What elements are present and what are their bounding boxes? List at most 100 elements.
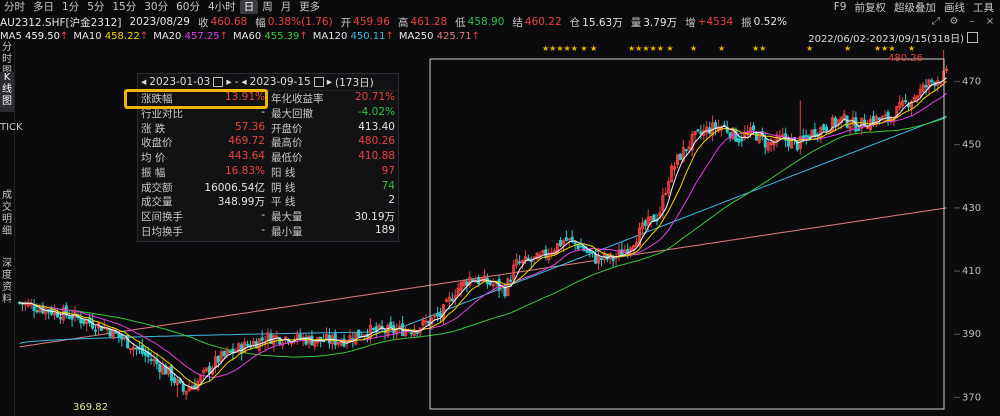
period-tab-1min[interactable]: 1分 — [62, 1, 80, 13]
candle-body — [599, 257, 603, 260]
date-range-text: 2022/06/02-2023/09/15(318日) — [808, 34, 964, 45]
expand-icon[interactable]: ⤢ — [932, 15, 940, 27]
candle-body — [915, 95, 919, 100]
event-markers-4[interactable]: ★ — [690, 44, 698, 53]
sidebar-tab-trades[interactable]: 成交明细 — [2, 190, 12, 237]
candle-body — [32, 305, 36, 311]
candle-body — [222, 350, 226, 356]
period-tab-multiday[interactable]: 多日 — [33, 1, 54, 13]
period-tab-4hour[interactable]: 4小时 — [208, 1, 236, 13]
period-tab-week[interactable]: 周 — [262, 1, 273, 13]
close-icon[interactable]: × — [985, 15, 995, 27]
event-markers-5[interactable]: ★ — [718, 44, 726, 53]
candle-body — [535, 252, 539, 260]
ma10-item: MA10 458.22↑ — [73, 30, 149, 42]
candle-body — [155, 359, 159, 365]
candle-body — [623, 249, 627, 254]
low-value: 458.90 — [467, 16, 505, 28]
candle-body — [85, 319, 89, 325]
prev-arrow-icon-2[interactable]: ◂ — [241, 76, 247, 88]
candle-body — [459, 282, 463, 291]
candle-body — [82, 319, 86, 324]
period-tab-month[interactable]: 月 — [280, 1, 292, 13]
start-date[interactable]: 2023-01-03 — [149, 76, 211, 88]
candle-body — [161, 365, 165, 375]
candle-body — [804, 134, 808, 138]
period-tab-60min[interactable]: 60分 — [176, 1, 200, 13]
period-tab-15min[interactable]: 15分 — [112, 1, 137, 13]
candle-body — [649, 215, 653, 221]
event-markers-6[interactable]: ★★ — [752, 44, 767, 53]
popup-cell-label: 最低价 — [271, 152, 303, 165]
popup-cell-label: 阳 线 — [271, 166, 296, 179]
start-calendar-icon[interactable] — [213, 77, 224, 87]
ma5-path — [19, 77, 947, 390]
interval-stats-popup: ◂ 2023-01-03 ▸ - ◂ 2023-09-15 ▸ (173日) 涨… — [137, 73, 399, 242]
period-tab-day[interactable]: 日 — [239, 0, 259, 14]
period-tab-30min[interactable]: 30分 — [144, 1, 169, 13]
candle-body — [740, 138, 744, 142]
sidebar-tab-intraday[interactable]: 分时图 — [2, 42, 12, 77]
tools-button[interactable]: 工具 — [973, 1, 994, 14]
popup-cell-label: 最大回撤 — [271, 107, 313, 120]
candle-body — [313, 341, 317, 347]
candle-body — [462, 280, 466, 287]
candle-body — [713, 122, 718, 130]
end-calendar-icon[interactable] — [313, 77, 324, 87]
candle-body — [35, 310, 39, 313]
candle-body — [450, 298, 454, 302]
end-date[interactable]: 2023-09-15 — [249, 76, 311, 88]
next-arrow-icon[interactable]: ▸ — [226, 76, 232, 88]
candle-body — [766, 142, 770, 151]
f9-button[interactable]: F9 — [833, 1, 847, 13]
popup-row: 成交量 348.99万平 线 2 — [138, 194, 398, 210]
volume-value: 3.79万 — [643, 16, 678, 29]
next-arrow-icon-2[interactable]: ▸ — [326, 76, 332, 88]
period-tab-more[interactable]: 更多 — [299, 1, 321, 13]
settings-icon[interactable]: ⚙ — [949, 15, 959, 27]
settle-value: 460.22 — [524, 16, 562, 28]
popup-cell-value: 443.64 — [228, 150, 265, 163]
candle-body — [594, 253, 598, 264]
candle-body — [795, 140, 799, 150]
candle-body — [120, 334, 124, 340]
popup-cell-value: -4.02% — [357, 105, 395, 118]
period-tab-intraday[interactable]: 分时 — [4, 1, 25, 13]
y-tick-label: 370 — [962, 392, 981, 403]
popup-row: 收盘价 469.72 最高价 480.26 — [138, 135, 398, 150]
event-markers[interactable]: ★★★★★ ★ ★ — [542, 44, 598, 53]
popup-cell-value: 74 — [381, 179, 395, 192]
candle-body — [228, 350, 232, 353]
sidebar-tab-depth[interactable]: 深度资料 — [2, 258, 12, 305]
candle-body — [269, 333, 273, 344]
candle-body — [945, 68, 949, 71]
adjust-button[interactable]: 前复权 — [854, 1, 887, 14]
candle-body — [175, 379, 179, 386]
selection-rect[interactable] — [429, 58, 945, 410]
popup-cell-label: 涨跌幅 — [141, 92, 173, 105]
event-markers-9[interactable]: ★★★ — [874, 44, 896, 53]
prev-arrow-icon[interactable]: ◂ — [141, 76, 147, 88]
candle-body — [696, 129, 700, 132]
period-tab-5min[interactable]: 5分 — [87, 1, 105, 13]
popup-cell-label: 阴 线 — [271, 181, 296, 194]
minimize-icon[interactable]: – — [969, 15, 975, 27]
candle-body — [833, 117, 837, 127]
event-markers-8[interactable]: ★ — [844, 44, 852, 53]
sidebar-tab-kline[interactable]: K线图 — [0, 72, 14, 112]
calendar-icon[interactable] — [967, 32, 978, 43]
ma60-line — [19, 116, 947, 358]
candle-body — [167, 366, 171, 375]
candle-body — [681, 147, 685, 162]
event-markers-3[interactable]: ★★★★★ ★ — [628, 44, 674, 53]
date-range[interactable]: 2022/06/02-2023/09/15(318日) — [808, 30, 978, 45]
event-markers-7[interactable]: ★ — [806, 44, 814, 53]
event-markers-10[interactable]: ★ — [908, 44, 916, 53]
candle-body — [377, 324, 381, 330]
contract-code[interactable]: AU2312.SHF[沪金2312] — [0, 16, 122, 29]
event-markers-2[interactable]: ★ — [590, 44, 598, 53]
overlay-button[interactable]: 超级叠加 — [894, 1, 936, 14]
sidebar-tab-tick[interactable]: TICK — [0, 122, 23, 133]
kline-chart[interactable]: 470 450 430 410 390 370 — [14, 42, 1000, 416]
draw-button[interactable]: 画线 — [944, 1, 965, 14]
